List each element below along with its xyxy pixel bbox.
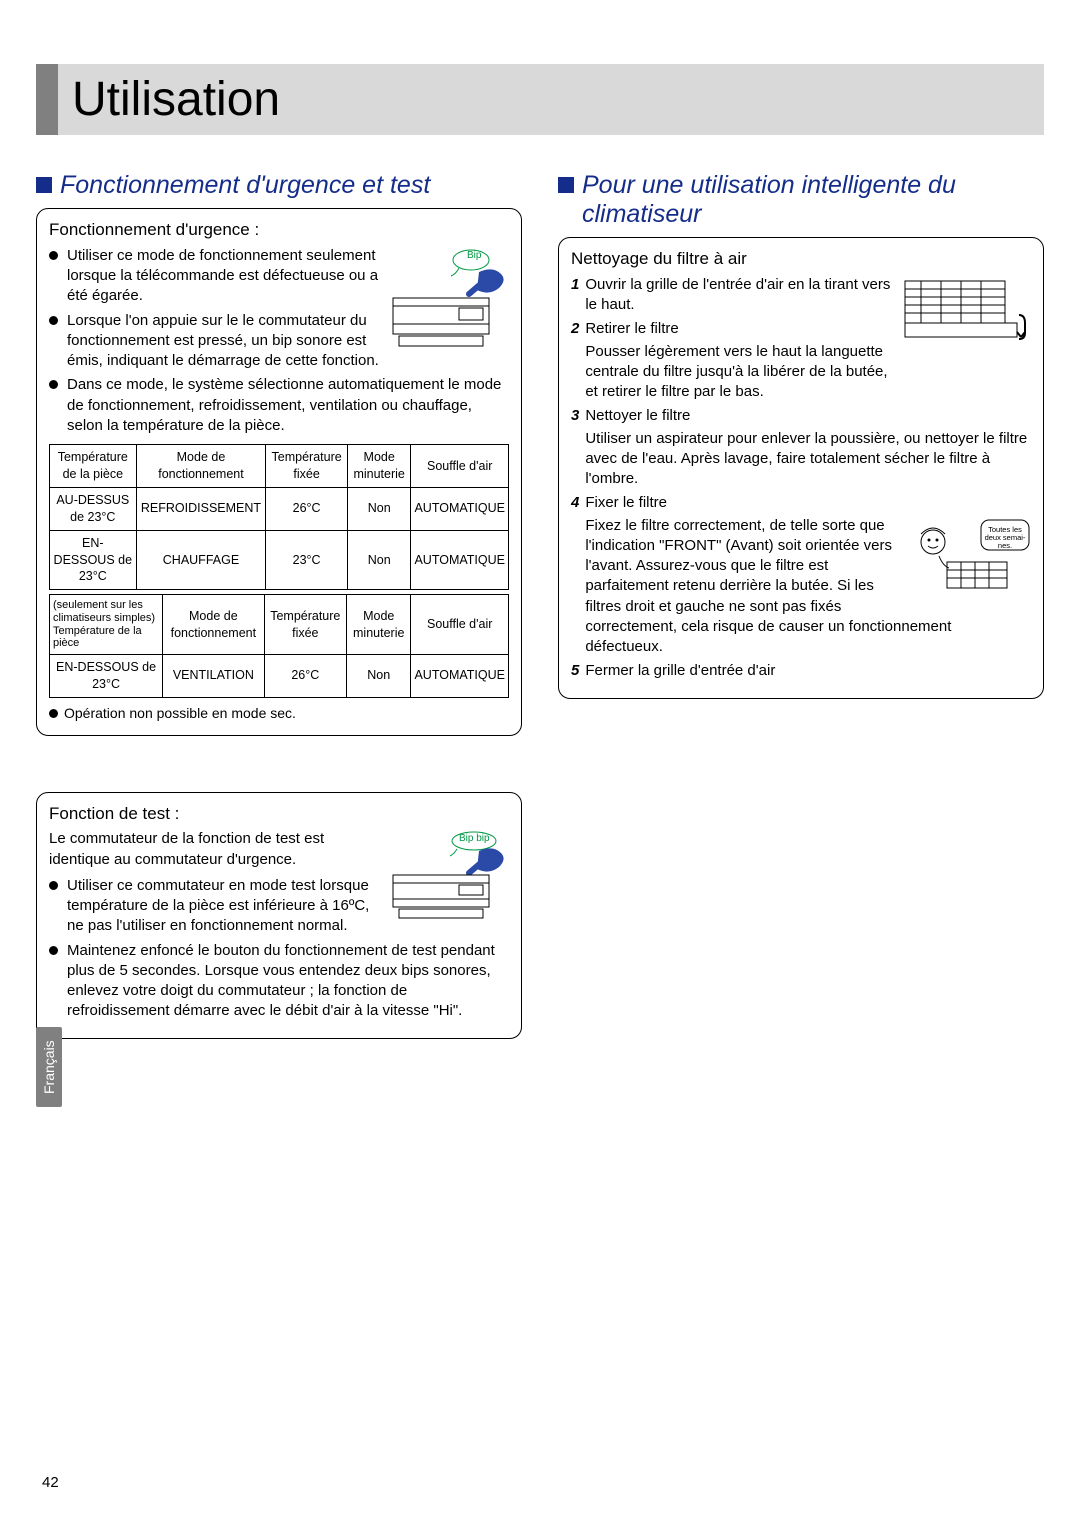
step-number: 2 — [571, 319, 579, 402]
filter-fix-illustration: Toutes les deux semai- nes. — [911, 516, 1031, 601]
emergency-bullets: Utiliser ce mode de fonctionnement seule… — [49, 246, 509, 436]
emergency-note-text: Opération non possible en mode sec. — [64, 704, 296, 723]
th: Souffle d'air — [411, 595, 509, 655]
balloon-text-line3: nes. — [998, 541, 1012, 550]
th: Mode minuterie — [347, 595, 411, 655]
step-number: 4 — [571, 493, 579, 657]
step-3: 3 Nettoyer le filtre Utiliser un aspirat… — [571, 406, 1031, 489]
page-title: Utilisation — [72, 72, 1044, 127]
th: Température de la pièce — [50, 445, 137, 488]
td: EN-DESSOUS de 23°C — [50, 530, 137, 590]
th: Température fixée — [266, 445, 348, 488]
th: Mode de fonctionnement — [163, 595, 265, 655]
square-bullet-icon — [558, 177, 574, 193]
emergency-bullet: Lorsque l'on appuie sur le le commutateu… — [49, 311, 509, 372]
test-bullets: Utiliser ce commutateur en mode test lor… — [49, 876, 509, 1022]
filter-box: Nettoyage du filtre à air 1 Ouvrir la gr… — [558, 237, 1044, 699]
step-title: Retirer le filtre — [585, 320, 678, 337]
step-title: Fermer la grille d'entrée d'air — [585, 662, 775, 679]
td: REFROIDISSEMENT — [136, 487, 266, 530]
square-bullet-icon — [36, 177, 52, 193]
td: Non — [347, 530, 411, 590]
section-heading-smart-use: Pour une utilisation intelligente du cli… — [558, 171, 1044, 229]
td: AUTOMATIQUE — [411, 654, 509, 697]
th: Souffle d'air — [411, 445, 509, 488]
bipbip-label: Bip bip — [459, 833, 490, 844]
td: 26°C — [264, 654, 346, 697]
step-desc: Toutes les deux semai- nes. Fixez le fil… — [585, 516, 1031, 658]
td: AU-DESSUS de 23°C — [50, 487, 137, 530]
step-title: Nettoyer le filtre — [585, 407, 690, 424]
td: Non — [347, 654, 411, 697]
left-column: Fonctionnement d'urgence et test Fonctio… — [36, 171, 522, 1039]
filter-title: Nettoyage du filtre à air — [571, 248, 1031, 271]
right-column: Pour une utilisation intelligente du cli… — [558, 171, 1044, 1039]
td: AUTOMATIQUE — [411, 487, 509, 530]
emergency-title: Fonctionnement d'urgence : — [49, 219, 509, 242]
td: 23°C — [266, 530, 348, 590]
page-number: 42 — [42, 1474, 59, 1491]
th: Mode minuterie — [347, 445, 411, 488]
test-bullet: Maintenez enfoncé le bouton du fonctionn… — [49, 941, 509, 1022]
emergency-note: Opération non possible en mode sec. — [49, 698, 509, 723]
section-heading-text: Pour une utilisation intelligente du cli… — [582, 171, 1044, 229]
step-5: 5 Fermer la grille d'entrée d'air — [571, 661, 1031, 681]
language-tab: Français — [36, 1027, 62, 1107]
th: Mode de fonctionnement — [136, 445, 266, 488]
td: VENTILATION — [163, 654, 265, 697]
section-heading-emergency: Fonctionnement d'urgence et test — [36, 171, 522, 200]
step-number: 3 — [571, 406, 579, 489]
page-title-bar: Utilisation — [36, 64, 1044, 135]
td: AUTOMATIQUE — [411, 530, 509, 590]
step-title: Ouvrir la grille de l'entrée d'air en la… — [585, 276, 890, 313]
th: Température fixée — [264, 595, 346, 655]
content-columns: Fonctionnement d'urgence et test Fonctio… — [36, 171, 1044, 1039]
td: 26°C — [266, 487, 348, 530]
step-4-desc-text: Fixez le filtre correctement, de telle s… — [585, 517, 951, 656]
modes-table-1: Température de la pièce Mode de fonction… — [49, 444, 509, 590]
step-number: 5 — [571, 661, 579, 681]
step-title: Fixer le filtre — [585, 494, 667, 511]
step-desc: Utiliser un aspirateur pour enlever la p… — [585, 429, 1031, 490]
step-2: 2 Retirer le filtre Pousser légèrement v… — [571, 319, 895, 402]
test-title: Fonction de test : — [49, 803, 509, 826]
step-1: 1 Ouvrir la grille de l'entrée d'air en … — [571, 275, 895, 316]
emergency-bullet: Utiliser ce mode de fonctionnement seule… — [49, 246, 509, 307]
section-heading-text: Fonctionnement d'urgence et test — [60, 171, 430, 200]
modes-table-2: (seulement sur les climatiseurs simples)… — [49, 594, 509, 697]
emergency-bullet: Dans ce mode, le système sélectionne aut… — [49, 375, 509, 436]
filter-open-illustration — [901, 275, 1031, 350]
th: (seulement sur les climatiseurs simples)… — [50, 595, 163, 655]
test-bullet: Utiliser ce commutateur en mode test lor… — [49, 876, 509, 937]
step-number: 1 — [571, 275, 579, 316]
test-box: Fonction de test : Bip bip Le commutateu… — [36, 792, 522, 1039]
emergency-box: Fonctionnement d'urgence : Bip Utiliser … — [36, 208, 522, 736]
step-4: 4 Fixer le filtre — [571, 493, 1031, 657]
td: CHAUFFAGE — [136, 530, 266, 590]
td: Non — [347, 487, 411, 530]
step-desc: Pousser légèrement vers le haut la langu… — [585, 342, 895, 403]
td: EN-DESSOUS de 23°C — [50, 654, 163, 697]
